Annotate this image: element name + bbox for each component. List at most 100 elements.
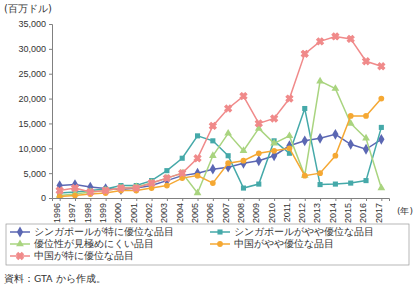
y-tick: 15,000 <box>18 119 52 129</box>
x-tick: 1996 <box>52 198 62 223</box>
y-tick-label: 0 <box>41 193 46 203</box>
x-tick-label: 2016 <box>358 203 368 223</box>
y-axis-line <box>49 25 53 199</box>
x-tick: 2015 <box>343 198 353 223</box>
source-note: 資料：GTA から作成。 <box>4 273 106 284</box>
y-tick-mark <box>49 173 52 174</box>
x-tick-label: 2000 <box>113 203 123 223</box>
y-axis: 0 5,000 10,000 15,000 20,000 25,000 30,000 35,0… <box>18 19 52 203</box>
series-marker <box>240 158 246 169</box>
x-tick-mark <box>289 198 290 201</box>
x-tick-label: 1996 <box>52 203 62 223</box>
legend-item: 中国がやや優位な品目 <box>210 238 334 249</box>
series-marker <box>254 118 264 128</box>
series-marker <box>209 151 217 158</box>
y-tick: 30,000 <box>18 44 52 54</box>
series-marker <box>317 133 323 144</box>
series-marker <box>238 91 248 101</box>
x-axis-title: (年) <box>397 206 413 216</box>
series-marker <box>241 158 247 164</box>
legend: シンガポールが特に優位な品目シンガポールがやや優位な品目優位性が見極めにくい品目… <box>6 224 409 265</box>
series-marker <box>376 61 386 71</box>
x-tick-label: 1998 <box>83 203 93 223</box>
series-marker <box>348 181 353 186</box>
series-marker <box>256 182 261 187</box>
x-tick-label: 2002 <box>144 203 154 223</box>
legend-label: 中国がやや優位な品目 <box>234 238 334 249</box>
x-tick-label: 1997 <box>67 203 77 223</box>
x-tick-label: 2007 <box>221 203 231 223</box>
y-tick: 35,000 <box>18 19 52 29</box>
y-tick: 10,000 <box>18 144 52 154</box>
x-tick: 2013 <box>312 198 322 223</box>
series-marker <box>54 185 64 195</box>
series-marker <box>361 56 371 66</box>
x-tick-label: 2008 <box>236 203 246 223</box>
series-marker <box>116 183 126 193</box>
series-marker <box>241 186 246 191</box>
x-tick: 2016 <box>358 198 368 223</box>
x-tick-label: 2017 <box>374 203 384 223</box>
series-marker <box>379 125 384 130</box>
x-tick-mark <box>167 198 168 201</box>
legend-item: シンガポールがやや優位な品目 <box>210 226 374 237</box>
series-marker <box>164 183 170 189</box>
series-marker <box>330 31 340 41</box>
y-tick: 20,000 <box>18 94 52 104</box>
series-marker <box>287 145 293 151</box>
series-marker <box>302 173 308 179</box>
series-marker <box>346 34 356 44</box>
x-tick: 2010 <box>266 198 276 223</box>
y-tick: 25,000 <box>18 69 52 79</box>
series-marker <box>226 153 231 158</box>
x-tick-label: 2003 <box>159 203 169 223</box>
x-tick: 2007 <box>221 198 231 223</box>
series-marker <box>70 183 80 193</box>
y-tick-mark <box>49 24 52 25</box>
x-tick: 2017 <box>374 198 384 223</box>
series-marker <box>348 113 354 119</box>
x-tick-mark <box>381 198 382 201</box>
x-tick: 2008 <box>236 198 246 223</box>
series-marker <box>195 133 200 138</box>
series-marker <box>318 182 323 187</box>
x-tick-label: 2015 <box>343 203 353 223</box>
x-tick-label: 2004 <box>175 203 185 223</box>
legend-marker <box>217 229 222 234</box>
series-marker <box>225 160 231 166</box>
legend-item: 優位性が見極めにくい品目 <box>10 238 154 249</box>
x-tick-label: 2012 <box>297 203 307 223</box>
x-tick-label: 2005 <box>190 203 200 223</box>
series-marker <box>224 129 232 136</box>
series-line <box>60 109 382 194</box>
series-marker <box>146 178 156 188</box>
x-tick: 2012 <box>297 198 307 223</box>
x-axis-line <box>53 199 390 202</box>
series-marker <box>362 134 370 141</box>
series-marker <box>317 170 323 176</box>
x-tick: 2004 <box>175 198 185 223</box>
series-marker <box>195 173 201 179</box>
y-tick-mark <box>49 99 52 100</box>
series-marker <box>210 138 215 143</box>
series-marker <box>286 131 294 138</box>
series-line <box>60 81 382 195</box>
series-line <box>60 36 382 192</box>
x-tick-label: 2013 <box>312 203 322 223</box>
x-tick: 2003 <box>159 198 169 223</box>
y-tick-mark <box>49 198 52 199</box>
y-tick-label: 25,000 <box>18 69 46 79</box>
y-tick-mark <box>49 49 52 50</box>
x-tick-mark <box>274 198 275 201</box>
y-tick: 5,000 <box>23 169 52 179</box>
x-tick-mark <box>121 198 122 201</box>
x-tick-mark <box>305 198 306 201</box>
y-tick-label: 15,000 <box>18 119 46 129</box>
y-tick: 0 <box>41 193 52 203</box>
x-tick-mark <box>182 198 183 201</box>
series-marker <box>100 185 110 195</box>
series-marker <box>302 106 307 111</box>
x-tick-label: 2009 <box>251 203 261 223</box>
series-marker <box>284 93 294 103</box>
y-tick-label: 35,000 <box>18 19 46 29</box>
